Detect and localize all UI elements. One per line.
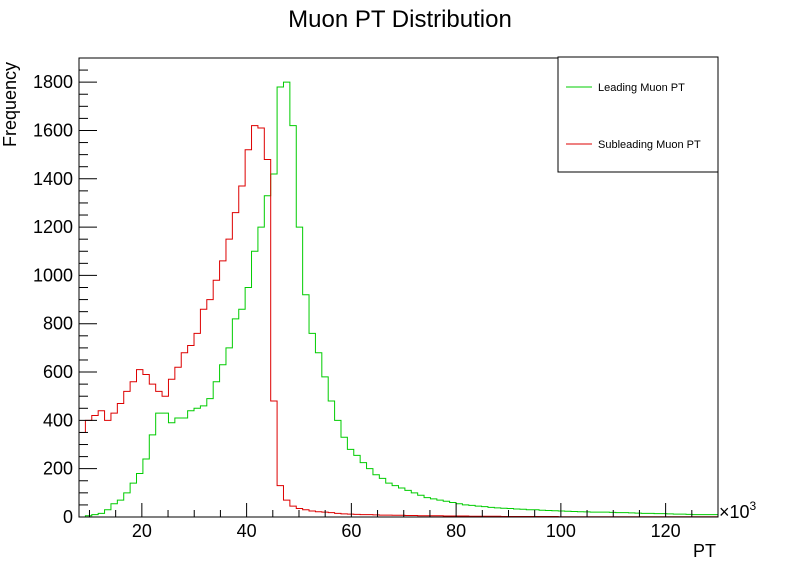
y-tick-label: 400: [43, 410, 73, 430]
legend: Leading Muon PT Subleading Muon PT: [557, 56, 719, 173]
y-tick-label: 1400: [33, 169, 73, 189]
x-tick-label: 20: [132, 521, 152, 541]
y-tick-label: 1800: [33, 72, 73, 92]
x-tick-label: 80: [446, 521, 466, 541]
y-tick-label: 200: [43, 459, 73, 479]
y-tick-label: 1200: [33, 217, 73, 237]
x-tick-label: 120: [651, 521, 681, 541]
axes-layer: 20 40 60 80 100 12002004006008001000120014001…: [33, 57, 719, 541]
x-axis-multiplier-exp: 3: [750, 499, 757, 513]
chart-title: Muon PT Distribution: [288, 6, 512, 33]
legend-label-1: Subleading Muon PT: [598, 139, 701, 151]
y-tick-label: 1600: [33, 120, 73, 140]
legend-label-0: Leading Muon PT: [598, 82, 685, 94]
x-tick-label: 60: [341, 521, 361, 541]
x-axis-multiplier: ×103: [719, 499, 757, 522]
x-tick-label: 40: [237, 521, 257, 541]
y-axis-title: Frequency: [0, 62, 20, 147]
x-axis-multiplier-base: ×10: [719, 502, 750, 522]
y-tick-label: 600: [43, 362, 73, 382]
y-tick-label: 1000: [33, 265, 73, 285]
series-line-0: [79, 81, 718, 518]
y-tick-label: 800: [43, 314, 73, 334]
legend-box: [557, 56, 719, 173]
y-tick-label: 0: [63, 507, 73, 527]
x-tick-label: 100: [546, 521, 576, 541]
x-axis-title: PT: [693, 541, 716, 561]
